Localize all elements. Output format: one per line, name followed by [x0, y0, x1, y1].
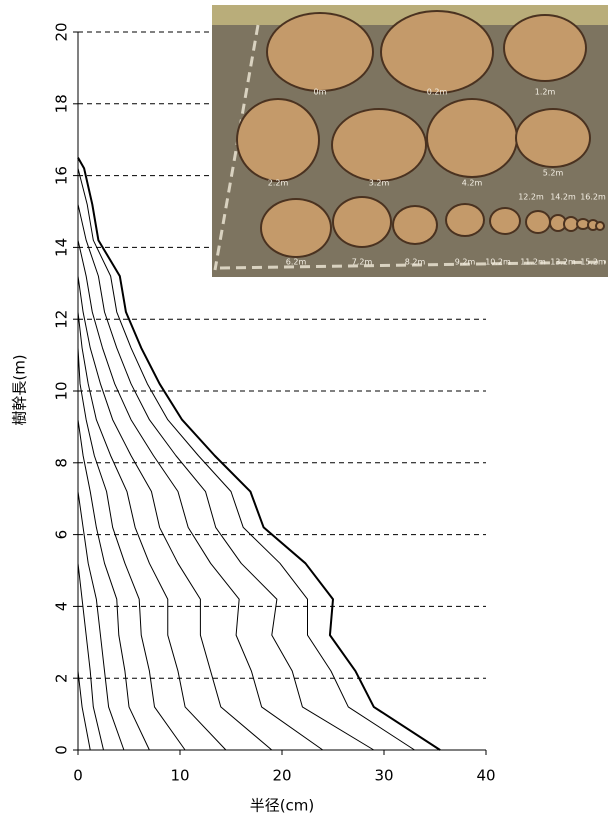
- y-tick-label: 0: [53, 745, 71, 755]
- y-tick-label: 16: [53, 166, 71, 185]
- stem-profile-line: [78, 312, 226, 750]
- photo-label: 15.2m: [580, 258, 606, 267]
- wood-disk: [578, 220, 588, 228]
- stem-profile-line: [78, 276, 272, 750]
- photo-label: 2.2m: [268, 179, 289, 188]
- wood-disk: [268, 14, 372, 90]
- photo-label: 0.2m: [427, 88, 448, 97]
- wood-disk: [527, 212, 549, 232]
- y-tick-label: 10: [53, 381, 71, 400]
- x-tick-label: 30: [374, 767, 393, 785]
- wood-disk: [517, 110, 589, 166]
- wood-disk: [428, 100, 516, 176]
- photo-inset: 0m 0.2m 1.2m 2.2m 3.2m 4.2m 5.2m 6.2m 7.2m 8.2m 9.…: [212, 5, 608, 277]
- photo-label: 11.2m: [520, 258, 546, 267]
- y-axis-title: 樹幹長(m): [11, 354, 29, 425]
- chart: 半径(cm) 樹幹長(m) 0 2 4 6 8 10 12 14 16 18 20 0 10 20 30 40…: [0, 0, 608, 820]
- photo-label: 3.2m: [369, 179, 390, 188]
- photo-label: 5.2m: [543, 169, 564, 178]
- wood-disk: [551, 216, 565, 230]
- wood-disk: [394, 207, 436, 243]
- y-tick-label: 6: [53, 530, 71, 540]
- wood-disk: [597, 223, 603, 229]
- wood-disk: [262, 200, 330, 256]
- photo-label: 14.2m: [550, 193, 576, 202]
- y-tick-label: 20: [53, 22, 71, 41]
- photo-label: 0m: [314, 88, 327, 97]
- photo-label: 6.2m: [286, 258, 307, 267]
- photo-label: 13.2m: [550, 258, 576, 267]
- photo-label: 12.2m: [518, 193, 544, 202]
- photo-label: 4.2m: [462, 179, 483, 188]
- photo-label: 1.2m: [535, 88, 556, 97]
- photo-label: 9.2m: [455, 258, 476, 267]
- wood-disk: [505, 16, 585, 80]
- x-tick-label: 10: [170, 767, 189, 785]
- wood-disk: [382, 12, 492, 92]
- wood-disk: [491, 209, 519, 233]
- wood-disk: [333, 110, 425, 180]
- stem-profile-line: [78, 671, 90, 750]
- photo-label: 8.2m: [405, 258, 426, 267]
- stem-profile-line: [78, 240, 323, 750]
- wood-disk: [334, 198, 390, 246]
- y-tick-label: 18: [53, 94, 71, 113]
- wood-disk: [238, 100, 318, 180]
- x-tick-label: 40: [476, 767, 495, 785]
- photo-label: 10.2m: [485, 258, 511, 267]
- y-tick-label: 2: [53, 673, 71, 683]
- x-tick-label: 0: [73, 767, 83, 785]
- x-tick-label: 20: [272, 767, 291, 785]
- y-tick-label: 4: [53, 602, 71, 612]
- y-tick-label: 12: [53, 310, 71, 329]
- wood-disk: [565, 218, 577, 230]
- stem-profile-line: [78, 563, 104, 750]
- wood-disk: [447, 205, 483, 235]
- photo-label: 7.2m: [352, 258, 373, 267]
- y-tick-label: 8: [53, 458, 71, 468]
- photo-label: 16.2m: [580, 193, 606, 202]
- y-tick-label: 14: [53, 238, 71, 257]
- x-axis-title: 半径(cm): [250, 797, 315, 815]
